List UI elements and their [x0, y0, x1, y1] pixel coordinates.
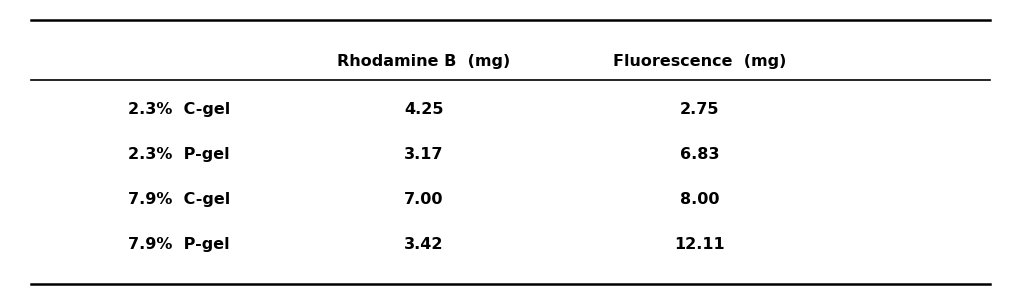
Text: 7.00: 7.00: [404, 192, 443, 207]
Text: 12.11: 12.11: [674, 237, 725, 252]
Text: 7.9%  C-gel: 7.9% C-gel: [128, 192, 230, 207]
Text: Rhodamine B  (mg): Rhodamine B (mg): [337, 54, 510, 69]
Text: 2.3%  C-gel: 2.3% C-gel: [128, 102, 230, 117]
Text: 3.42: 3.42: [404, 237, 443, 252]
Text: 4.25: 4.25: [404, 102, 443, 117]
Text: 6.83: 6.83: [680, 147, 719, 162]
Text: 8.00: 8.00: [680, 192, 719, 207]
Text: 3.17: 3.17: [404, 147, 443, 162]
Text: Fluorescence  (mg): Fluorescence (mg): [613, 54, 786, 69]
Text: 2.75: 2.75: [680, 102, 719, 117]
Text: 7.9%  P-gel: 7.9% P-gel: [128, 237, 230, 252]
Text: 2.3%  P-gel: 2.3% P-gel: [128, 147, 230, 162]
